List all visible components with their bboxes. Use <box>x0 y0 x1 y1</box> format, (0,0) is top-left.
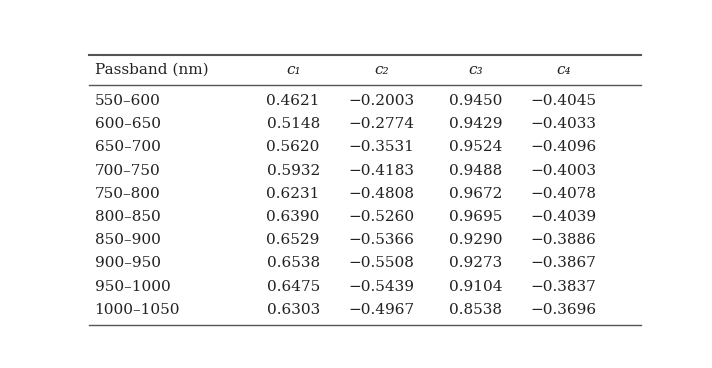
Text: 0.5932: 0.5932 <box>266 163 320 177</box>
Text: 0.9524: 0.9524 <box>449 140 502 154</box>
Text: −0.4808: −0.4808 <box>348 187 414 201</box>
Text: 700–750: 700–750 <box>95 163 160 177</box>
Text: −0.4183: −0.4183 <box>348 163 414 177</box>
Text: 800–850: 800–850 <box>95 210 160 224</box>
Text: −0.5439: −0.5439 <box>348 280 414 294</box>
Text: 0.6390: 0.6390 <box>266 210 320 224</box>
Text: −0.4967: −0.4967 <box>348 303 414 317</box>
Text: 0.6231: 0.6231 <box>266 187 320 201</box>
Text: −0.5260: −0.5260 <box>348 210 414 224</box>
Text: 0.6538: 0.6538 <box>266 256 320 270</box>
Text: −0.4096: −0.4096 <box>530 140 597 154</box>
Text: 0.6303: 0.6303 <box>266 303 320 317</box>
Text: c₃: c₃ <box>468 63 483 77</box>
Text: 0.9450: 0.9450 <box>449 94 502 108</box>
Text: 0.6475: 0.6475 <box>266 280 320 294</box>
Text: 1000–1050: 1000–1050 <box>95 303 180 317</box>
Text: 0.5148: 0.5148 <box>266 117 320 131</box>
Text: 850–900: 850–900 <box>95 233 160 247</box>
Text: −0.4045: −0.4045 <box>530 94 597 108</box>
Text: 950–1000: 950–1000 <box>95 280 170 294</box>
Text: 0.9672: 0.9672 <box>449 187 502 201</box>
Text: 0.9273: 0.9273 <box>449 256 502 270</box>
Text: 0.9429: 0.9429 <box>449 117 502 131</box>
Text: c₁: c₁ <box>286 63 300 77</box>
Text: −0.3867: −0.3867 <box>530 256 597 270</box>
Text: −0.5366: −0.5366 <box>348 233 414 247</box>
Text: 0.4621: 0.4621 <box>266 94 320 108</box>
Text: 0.6529: 0.6529 <box>266 233 320 247</box>
Text: −0.5508: −0.5508 <box>348 256 414 270</box>
Text: 0.5620: 0.5620 <box>266 140 320 154</box>
Text: Passband (nm): Passband (nm) <box>95 63 208 77</box>
Text: c₂: c₂ <box>374 63 389 77</box>
Text: −0.4039: −0.4039 <box>530 210 597 224</box>
Text: 0.9290: 0.9290 <box>449 233 502 247</box>
Text: 0.9695: 0.9695 <box>449 210 502 224</box>
Text: −0.4003: −0.4003 <box>530 163 597 177</box>
Text: −0.2774: −0.2774 <box>348 117 414 131</box>
Text: 750–800: 750–800 <box>95 187 160 201</box>
Text: 0.9488: 0.9488 <box>449 163 502 177</box>
Text: 600–650: 600–650 <box>95 117 160 131</box>
Text: 0.9104: 0.9104 <box>449 280 502 294</box>
Text: −0.4033: −0.4033 <box>530 117 597 131</box>
Text: 650–700: 650–700 <box>95 140 160 154</box>
Text: 550–600: 550–600 <box>95 94 160 108</box>
Text: 0.8538: 0.8538 <box>449 303 502 317</box>
Text: −0.2003: −0.2003 <box>348 94 414 108</box>
Text: 900–950: 900–950 <box>95 256 160 270</box>
Text: −0.3886: −0.3886 <box>530 233 597 247</box>
Text: c₄: c₄ <box>556 63 571 77</box>
Text: −0.3531: −0.3531 <box>348 140 414 154</box>
Text: −0.4078: −0.4078 <box>530 187 597 201</box>
Text: −0.3837: −0.3837 <box>530 280 597 294</box>
Text: −0.3696: −0.3696 <box>530 303 597 317</box>
